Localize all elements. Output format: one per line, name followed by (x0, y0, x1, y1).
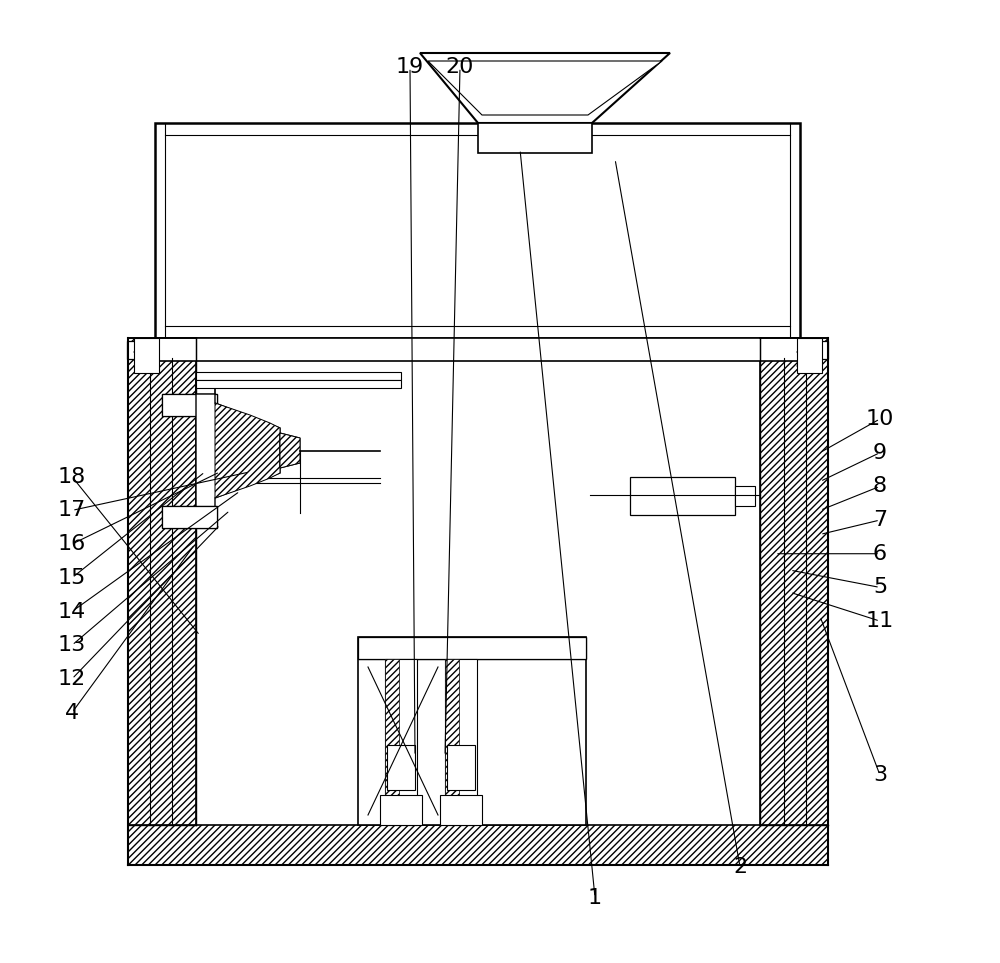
Bar (798, 341, 828, 359)
Text: 12: 12 (58, 669, 86, 689)
Text: 19: 19 (396, 58, 424, 77)
Text: 7: 7 (873, 510, 887, 530)
Bar (128, 825, 828, 865)
Polygon shape (215, 403, 280, 498)
Bar (380, 795, 422, 825)
Text: 8: 8 (873, 477, 887, 496)
Bar (630, 477, 735, 515)
Bar (760, 338, 828, 825)
Bar (358, 637, 586, 659)
Text: 14: 14 (58, 602, 86, 621)
Bar (358, 637, 586, 659)
Bar (797, 338, 822, 373)
Bar (447, 745, 475, 790)
Bar (162, 394, 217, 416)
Text: 2: 2 (733, 857, 747, 876)
Text: 17: 17 (58, 501, 86, 520)
Bar (478, 123, 592, 153)
Bar (162, 506, 217, 528)
Text: 4: 4 (65, 703, 79, 722)
Bar (387, 745, 415, 790)
Text: 6: 6 (873, 544, 887, 563)
Bar (134, 338, 159, 373)
Polygon shape (428, 61, 662, 115)
Text: 9: 9 (873, 443, 887, 462)
Bar (445, 659, 477, 825)
Bar (385, 659, 399, 825)
Text: 10: 10 (866, 409, 894, 429)
Bar (155, 123, 800, 338)
Bar (196, 380, 401, 388)
Bar (735, 486, 755, 506)
Bar (445, 659, 459, 825)
Polygon shape (420, 53, 670, 123)
Text: 13: 13 (58, 636, 86, 655)
Bar (155, 338, 800, 361)
Polygon shape (280, 433, 300, 468)
Text: 18: 18 (58, 467, 86, 486)
Text: 5: 5 (873, 578, 887, 597)
Text: 3: 3 (873, 766, 887, 785)
Bar (127, 341, 157, 359)
Polygon shape (280, 433, 300, 468)
Polygon shape (196, 394, 280, 508)
Text: 1: 1 (588, 888, 602, 907)
Bar (162, 506, 217, 528)
Text: 16: 16 (58, 534, 86, 554)
Bar (162, 394, 217, 416)
Bar (440, 795, 482, 825)
Bar (385, 659, 417, 825)
Bar (358, 637, 586, 825)
Text: 11: 11 (866, 612, 894, 631)
Bar (196, 372, 401, 380)
Text: 20: 20 (446, 58, 474, 77)
Bar (128, 338, 196, 825)
Text: 15: 15 (58, 568, 86, 587)
